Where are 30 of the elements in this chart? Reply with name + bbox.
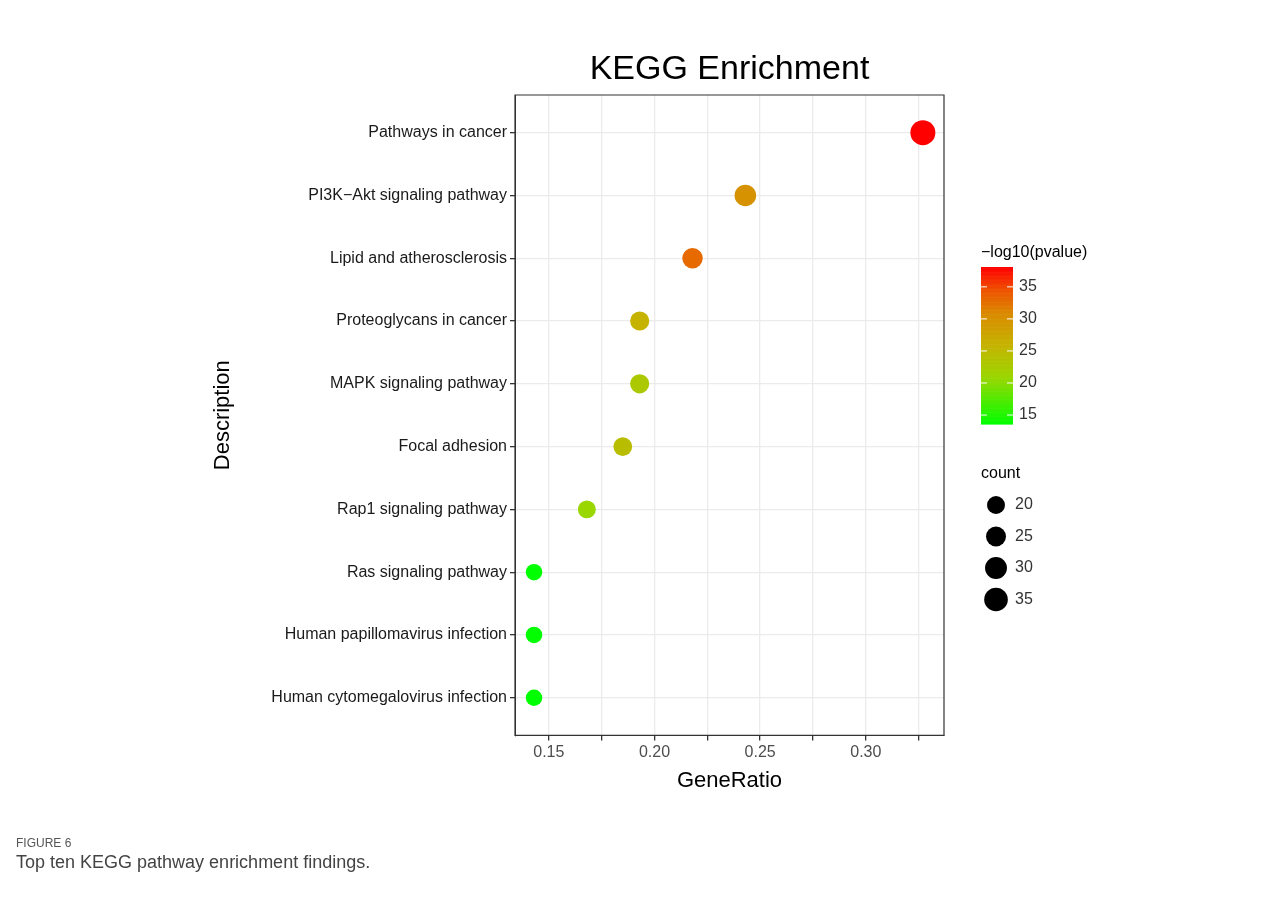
y-tick-label: Pathways in cancer <box>368 123 508 141</box>
y-tick-label: Lipid and atherosclerosis <box>330 248 507 266</box>
color-bar-label: 30 <box>1019 309 1037 327</box>
color-bar-label: 20 <box>1019 373 1037 391</box>
y-tick-label: PI3K−Akt signaling pathway <box>308 185 507 203</box>
color-bar-label: 25 <box>1019 341 1037 359</box>
y-tick-label: MAPK signaling pathway <box>330 374 507 392</box>
y-tick-label: Human papillomavirus infection <box>284 625 507 643</box>
color-bar-title: −log10(pvalue) <box>981 243 1088 260</box>
x-tick-label: 0.25 <box>744 743 776 761</box>
legend-label: 30 <box>1015 558 1033 576</box>
legend-label: 25 <box>1015 526 1033 544</box>
y-tick-label: Focal adhesion <box>398 437 507 454</box>
x-tick-label: 0.30 <box>850 743 882 761</box>
y-tick-label: Human cytomegalovirus infection <box>271 688 507 706</box>
text: Top ten KEGG pathway enrichment findings. <box>16 852 372 873</box>
y-axis-title: Description <box>209 360 235 471</box>
x-axis-title: GeneRatio <box>676 766 783 792</box>
chart-title: KEGG Enrichment <box>589 48 870 86</box>
x-tick-label: 0.20 <box>638 743 671 761</box>
caption: FIGURE 6 <box>16 836 73 850</box>
y-tick-label: Ras signaling pathway <box>346 562 507 580</box>
color-bar-label: 15 <box>1019 405 1037 423</box>
y-tick-label: Proteoglycans in cancer <box>336 311 508 329</box>
legend-label: 20 <box>1015 495 1033 513</box>
legend-label: 35 <box>1015 589 1033 607</box>
x-tick-label: 0.15 <box>533 743 565 761</box>
y-tick-label: Rap1 signaling pathway <box>337 499 507 517</box>
legend-title: count <box>981 464 1021 481</box>
color-bar-label: 35 <box>1019 277 1037 295</box>
